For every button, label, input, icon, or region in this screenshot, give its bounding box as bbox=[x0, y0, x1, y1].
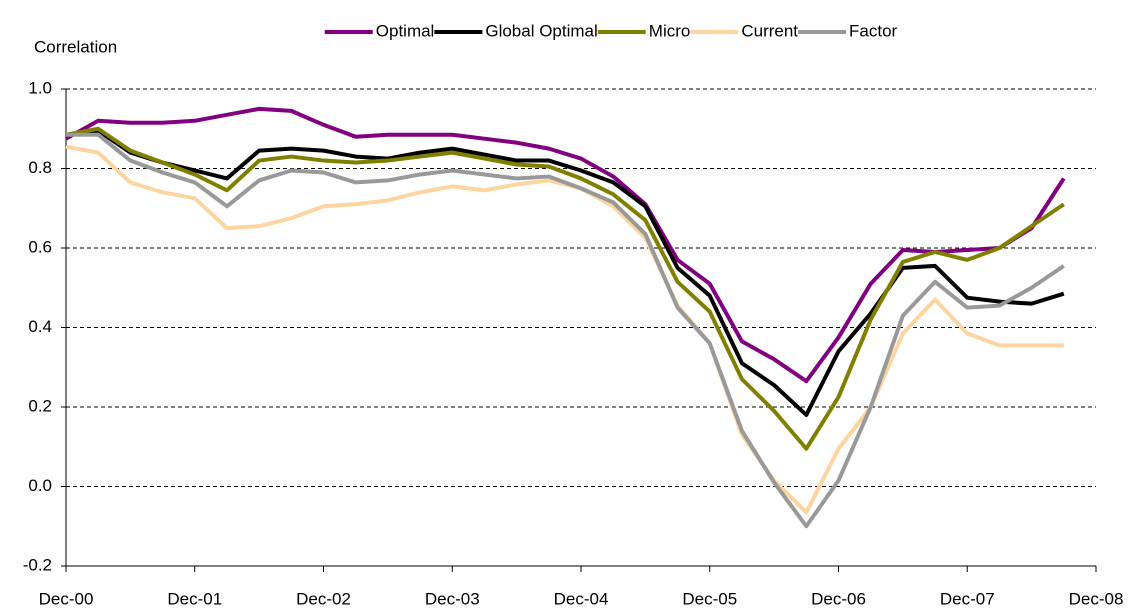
x-tick-label: Dec-01 bbox=[167, 589, 222, 608]
x-tick-label: Dec-04 bbox=[554, 589, 609, 608]
x-tick-label: Dec-07 bbox=[940, 589, 995, 608]
x-tick-label: Dec-05 bbox=[682, 589, 737, 608]
series-line bbox=[65, 126, 1065, 451]
x-tick-label: Dec-02 bbox=[296, 589, 351, 608]
x-tick-label: Dec-00 bbox=[39, 589, 94, 608]
series-line bbox=[66, 132, 1065, 529]
legend-label: Global Optimal bbox=[485, 21, 597, 40]
legend-label: Factor bbox=[849, 21, 898, 40]
x-tick-label: Dec-08 bbox=[1069, 589, 1124, 608]
x-tick-label: Dec-06 bbox=[811, 589, 866, 608]
x-tick-label: Dec-03 bbox=[425, 589, 480, 608]
y-tick-label: 1.0 bbox=[28, 78, 52, 97]
legend-label: Current bbox=[741, 21, 798, 40]
y-tick-label: 0.8 bbox=[28, 158, 52, 177]
series-line bbox=[65, 106, 1066, 384]
legend-label: Optimal bbox=[376, 21, 435, 40]
y-tick-label: 0.0 bbox=[28, 476, 52, 495]
y-axis-label: Correlation bbox=[34, 37, 117, 56]
legend-label: Micro bbox=[649, 21, 691, 40]
y-tick-label: -0.2 bbox=[23, 555, 52, 574]
series-line bbox=[65, 144, 1064, 515]
y-tick-label: 0.6 bbox=[28, 237, 52, 256]
y-tick-label: 0.2 bbox=[28, 396, 52, 415]
y-tick-label: 0.4 bbox=[28, 317, 52, 336]
